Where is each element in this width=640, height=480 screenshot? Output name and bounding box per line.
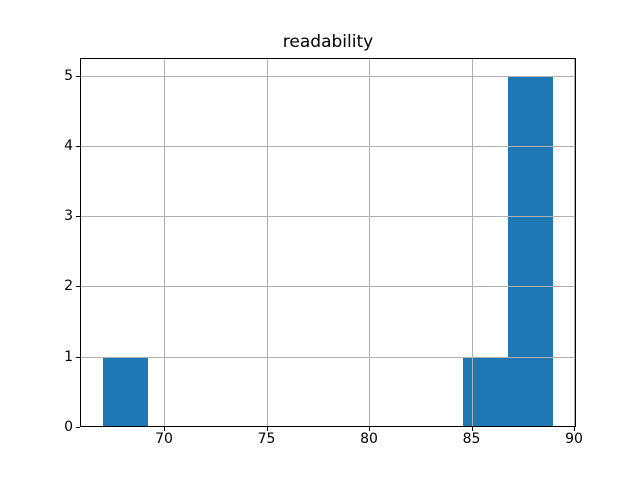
gridline-horizontal — [80, 216, 576, 218]
y-tick-mark — [76, 75, 80, 77]
x-tick-mark — [574, 427, 575, 431]
y-tick-label: 0 — [64, 419, 73, 435]
y-tick-mark — [76, 427, 80, 428]
y-tick-mark — [76, 216, 80, 218]
gridline-vertical — [471, 58, 473, 427]
gridline-vertical — [266, 58, 268, 427]
gridline-horizontal — [80, 75, 576, 77]
histogram-bar — [102, 356, 148, 427]
x-tick-label: 75 — [257, 431, 276, 447]
chart-title: readability — [282, 32, 374, 52]
x-tick-mark — [369, 427, 370, 431]
x-tick-mark — [266, 427, 268, 431]
y-tick-mark — [76, 286, 80, 288]
x-tick-label: 80 — [360, 431, 378, 447]
y-tick-mark — [76, 145, 80, 147]
gridline-horizontal — [80, 286, 576, 288]
plot-border — [80, 58, 576, 427]
x-tick-label: 90 — [565, 431, 583, 447]
x-tick-mark — [471, 427, 473, 431]
x-tick-label: 70 — [155, 431, 173, 447]
gridline-vertical — [164, 58, 165, 427]
y-tick-label: 5 — [64, 67, 73, 84]
y-tick-label: 3 — [64, 208, 73, 225]
y-tick-label: 2 — [64, 278, 73, 295]
y-tick-label: 4 — [64, 137, 73, 154]
histogram-bar — [463, 356, 509, 427]
gridline-vertical — [369, 58, 370, 427]
histogram-bar — [508, 75, 554, 427]
x-tick-label: 85 — [462, 431, 481, 447]
y-tick-mark — [76, 356, 80, 358]
x-tick-mark — [164, 427, 165, 431]
plot-area — [80, 58, 576, 427]
gridline-vertical — [574, 58, 575, 427]
gridline-horizontal — [80, 145, 576, 147]
gridline-horizontal — [80, 356, 576, 358]
y-tick-label: 1 — [64, 348, 73, 365]
